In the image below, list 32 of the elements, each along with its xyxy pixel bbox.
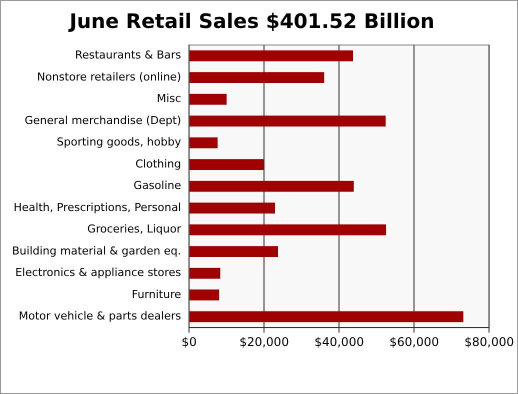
- y-tick-label: Nonstore retailers (online): [36, 70, 182, 84]
- bar: [190, 268, 220, 279]
- bar: [190, 116, 386, 127]
- y-tick-label: Motor vehicle & parts dealers: [18, 310, 182, 323]
- y-tick-label: Building material & garden eq.: [12, 244, 182, 258]
- bar: [190, 311, 464, 322]
- x-tick-label: $80,000: [464, 334, 514, 349]
- y-tick-label: General merchandise (Dept): [24, 114, 182, 127]
- y-tick-label: Electronics & appliance stores: [15, 266, 182, 280]
- y-tick-label: Sporting goods, hobby: [56, 136, 182, 149]
- y-tick-label: Misc: [156, 92, 182, 106]
- y-tick-label: Clothing: [135, 157, 182, 170]
- bar: [190, 246, 278, 257]
- bar: [190, 50, 354, 62]
- bar: [190, 180, 354, 192]
- bar: [190, 94, 227, 105]
- bar: [190, 72, 324, 84]
- y-tick-label: Restaurants & Bars: [75, 48, 182, 62]
- bar: [190, 224, 386, 236]
- x-tick-label: $0: [181, 334, 197, 349]
- y-tick-label: Furniture: [132, 288, 182, 301]
- bar: [190, 202, 276, 214]
- y-tick-label: Gasoline: [134, 179, 182, 192]
- x-tick-label: $20,000: [239, 334, 289, 349]
- y-tick-label: Groceries, Liquor: [87, 222, 182, 236]
- x-tick-label: $40,000: [314, 334, 364, 349]
- x-tick-label: $60,000: [389, 334, 439, 349]
- chart-title: June Retail Sales $401.52 Billion: [67, 9, 435, 34]
- y-tick-label: Health, Prescriptions, Personal: [14, 200, 182, 214]
- bar: [190, 290, 220, 300]
- bar: [190, 137, 218, 148]
- bar: [190, 159, 264, 170]
